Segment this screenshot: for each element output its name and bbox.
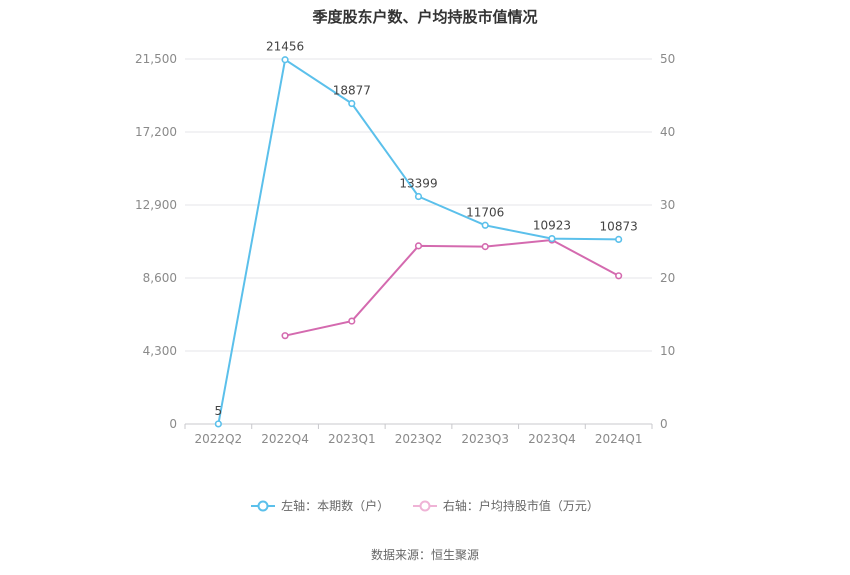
x-axis: 2022Q2 2022Q4 2023Q1 2023Q2 2023Q3 2023Q4 2024… xyxy=(184,423,653,446)
data-point-left xyxy=(214,420,222,428)
legend-label-left: 左轴：本期数（户） xyxy=(281,499,390,513)
left-axis-tick-label: 17,200 xyxy=(135,125,177,139)
x-axis-tick-label: 2023Q1 xyxy=(328,432,376,446)
data-point-left xyxy=(615,235,623,244)
x-axis-tick-label: 2022Q4 xyxy=(261,432,309,446)
data-label: 11706 xyxy=(466,205,504,219)
right-axis-tick-label: 0 xyxy=(660,417,668,431)
series-line-left xyxy=(217,58,619,425)
left-axis-tick-label: 8,600 xyxy=(143,271,177,285)
data-label: 13399 xyxy=(399,177,437,191)
x-axis-tick-label: 2023Q3 xyxy=(461,432,509,446)
left-axis-tick-label: 4,300 xyxy=(143,344,177,358)
x-axis-tick-label: 2023Q2 xyxy=(395,432,443,446)
left-axis: 0 4,300 8,600 12,900 17,200 21,500 xyxy=(135,52,177,431)
data-point-right xyxy=(281,332,289,340)
legend-item-right[interactable]: 右轴：户均持股市值（万元） xyxy=(412,497,599,514)
data-point-right xyxy=(615,272,623,280)
data-point-left xyxy=(281,56,289,64)
data-point-left xyxy=(548,234,556,243)
right-axis-tick-label: 30 xyxy=(660,198,675,212)
data-point-right xyxy=(414,242,423,250)
right-axis-tick-label: 10 xyxy=(660,344,675,358)
source-note: 数据来源：恒生聚源 xyxy=(370,548,479,562)
legend-marker-right-icon xyxy=(412,500,437,511)
x-axis-tick-label: 2024Q1 xyxy=(595,432,643,446)
right-axis-tick-label: 50 xyxy=(660,52,675,66)
grid-lines xyxy=(185,58,652,352)
right-axis: 0 10 20 30 40 50 xyxy=(660,52,675,431)
left-axis-tick-label: 12,900 xyxy=(135,198,177,212)
left-axis-tick-label: 0 xyxy=(169,417,177,431)
series-layer: 5 21456 18877 13399 11706 10923 10873 xyxy=(214,40,638,428)
data-point-right xyxy=(348,317,356,325)
data-label: 10873 xyxy=(600,219,638,233)
right-axis-tick-label: 40 xyxy=(660,125,675,139)
data-label: 18877 xyxy=(333,84,371,98)
x-axis-tick-label: 2023Q4 xyxy=(528,432,576,446)
chart-title: 季度股东户数、户均持股市值情况 xyxy=(312,8,538,26)
right-axis-tick-label: 20 xyxy=(660,271,675,285)
legend-marker-left-icon xyxy=(251,500,276,511)
data-label: 10923 xyxy=(533,219,571,233)
left-axis-tick-label: 21,500 xyxy=(135,52,177,66)
data-point-left xyxy=(414,192,423,201)
data-point-left xyxy=(348,99,356,108)
x-axis-tick-label: 2022Q2 xyxy=(195,432,243,446)
data-point-left xyxy=(481,221,489,229)
legend-item-left[interactable]: 左轴：本期数（户） xyxy=(251,497,389,514)
legend: 左轴：本期数（户） 右轴：户均持股市值（万元） xyxy=(0,497,850,515)
data-label: 21456 xyxy=(266,40,304,54)
series-line-right xyxy=(284,238,620,337)
data-point-right xyxy=(481,243,489,251)
data-label: 5 xyxy=(215,404,223,418)
legend-label-right: 右轴：户均持股市值（万元） xyxy=(442,499,599,513)
